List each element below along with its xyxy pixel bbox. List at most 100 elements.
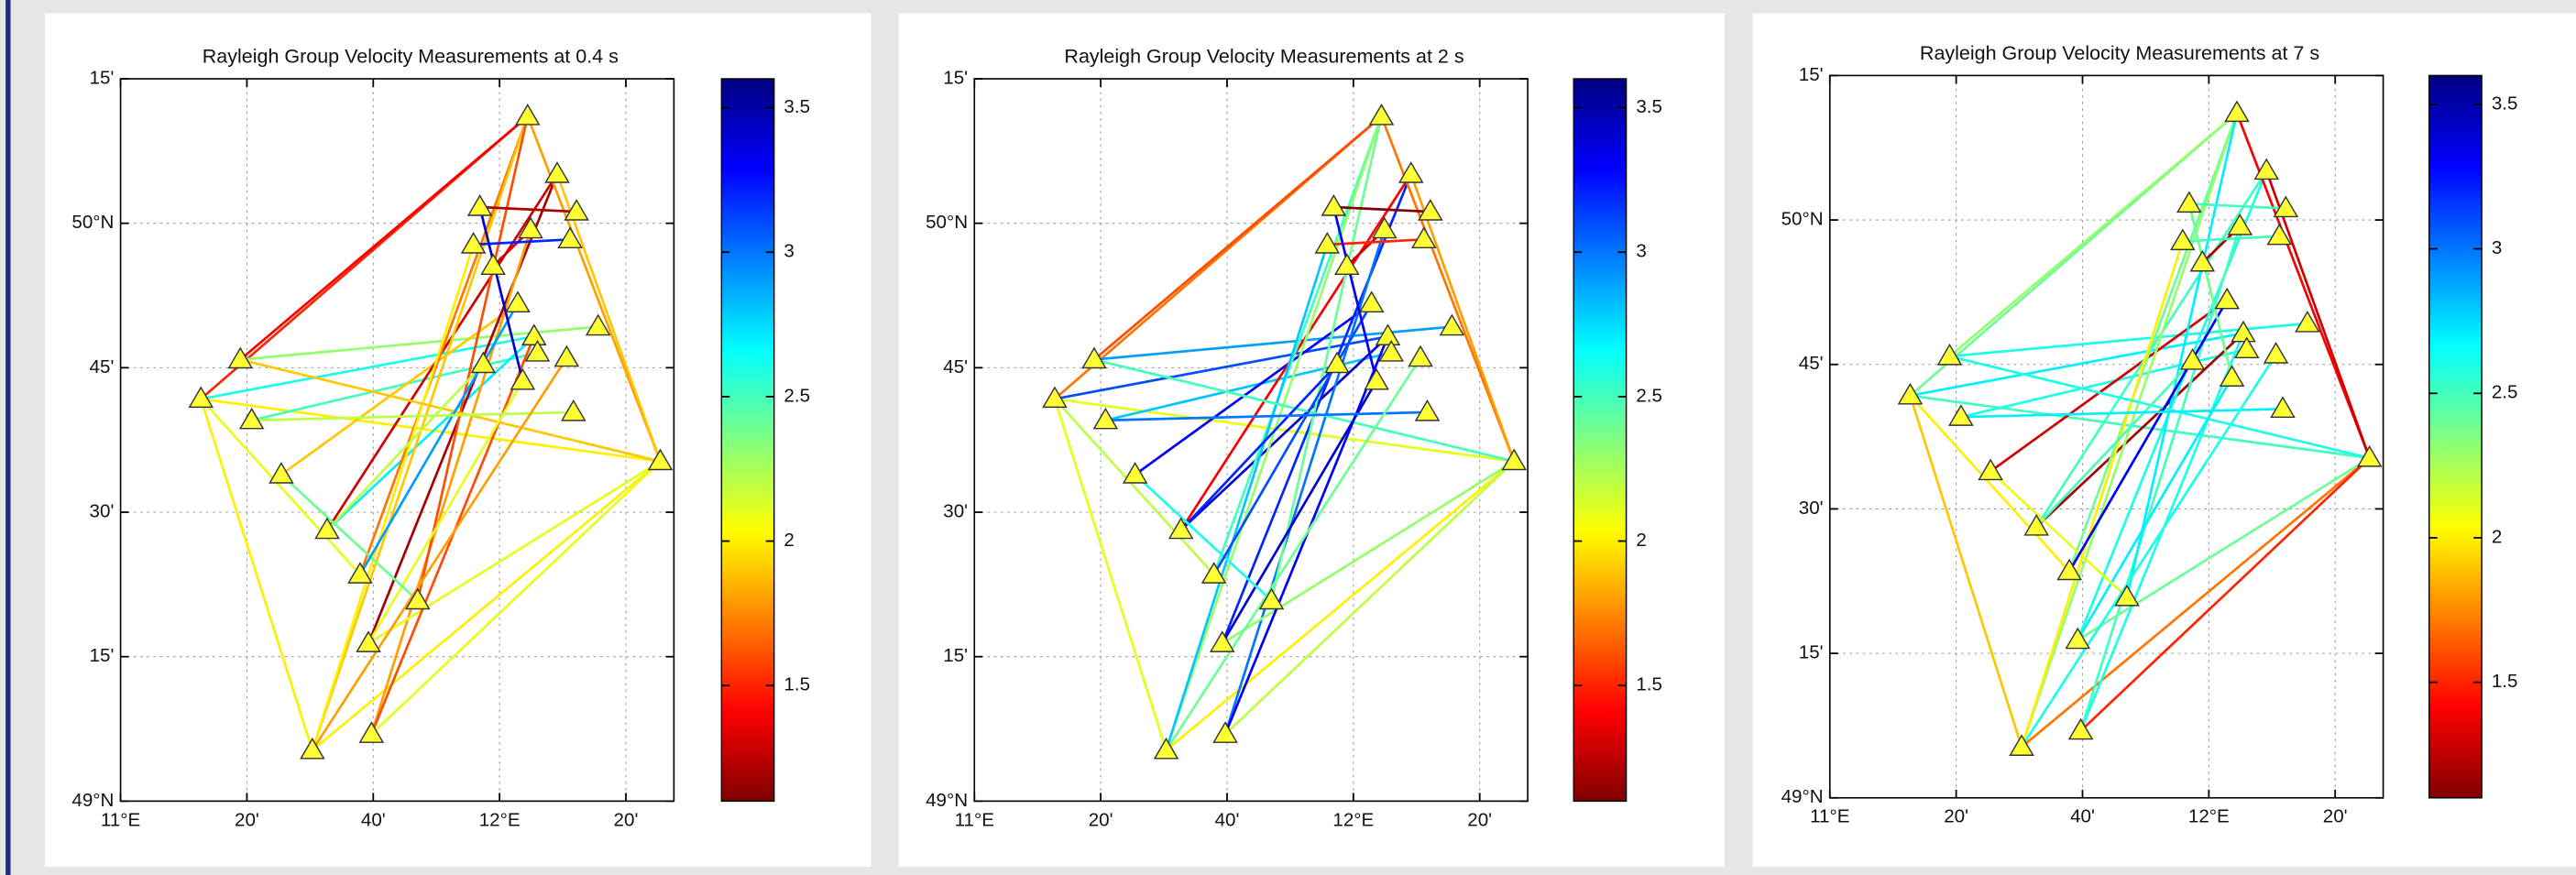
station [2231,320,2256,343]
station [2270,396,2296,419]
ray-path [1990,470,2128,598]
ray-path [370,460,662,736]
y-tick-label: 49°N [926,790,968,811]
map-panel: Rayleigh Group Velocity Measurements at … [45,13,871,868]
station [1371,216,1398,239]
colorbar [1573,78,1628,803]
station [2065,627,2091,650]
ray-path [2235,112,2371,459]
colorbar [720,78,775,803]
station [647,448,674,471]
ray-path [479,205,577,213]
station [2233,336,2260,359]
map-title: Rayleigh Group Velocity Measurements at … [203,45,619,67]
y-tick-label: 45' [943,356,968,377]
x-tick-label: 20' [1467,809,1492,830]
ray-path [1105,410,1428,422]
window-edge [5,0,11,875]
map-frame [119,78,675,803]
station [2114,584,2140,607]
station [510,367,536,390]
y-tick-label: 15' [90,67,115,88]
ray-path [311,356,568,751]
ray-path [1224,460,1516,736]
ray-path [367,460,662,645]
station [1408,345,1433,367]
station [1042,386,1068,409]
ray-path [1948,112,2238,357]
ray-path [1409,173,1516,462]
station [1378,339,1404,362]
station [1122,462,1148,484]
map-panel: Rayleigh Group Velocity Measurements at … [1752,13,2576,868]
ray-path [1332,206,1378,382]
ray-path [1165,460,1516,751]
x-tick-label: 12°E [479,809,521,830]
station [514,104,541,126]
station [524,339,551,362]
y-tick-label: 50°N [926,212,968,233]
x-tick-label: 11°E [1810,806,1849,827]
station [480,253,506,276]
ray-path [1165,115,1383,751]
station [2214,287,2240,310]
ray-path [1212,115,1383,575]
colorbar-label: 2 [1636,530,1646,551]
station [314,517,340,540]
ray-path [2079,456,2371,732]
ray-path [526,115,662,463]
map-frame [1828,74,2384,799]
ray-path [1134,474,1273,602]
x-tick-label: 12°E [2188,806,2230,827]
colorbar-label: 3.5 [784,96,810,117]
x-tick-label: 20' [1089,809,1113,830]
station [585,313,611,336]
y-tick-label: 15' [943,645,968,666]
ray-path [2187,203,2233,378]
ray-path [2035,360,2194,528]
ray-path [2264,170,2371,459]
x-tick-label: 20' [1944,806,1968,827]
ray-path [1223,229,1387,735]
ray-path [251,410,574,422]
ray-path [239,115,529,361]
y-tick-label: 45' [1799,353,1824,374]
y-tick-label: 15' [1799,642,1824,663]
station [1321,194,1347,216]
station [405,587,431,610]
station [2273,195,2299,218]
station [2266,223,2293,246]
colorbar-label: 2.5 [2492,382,2518,403]
ray-path [2020,354,2277,749]
station [1439,313,1465,336]
station [1398,161,1424,183]
y-tick-label: 50°N [1781,209,1824,230]
station [356,630,381,652]
y-tick-label: 15' [90,645,115,666]
map-panel: Rayleigh Group Velocity Measurements at … [898,13,1726,868]
station [1364,367,1389,390]
colorbar-label: 1.5 [1636,674,1662,695]
station [300,737,325,760]
ray-path [2188,202,2286,210]
ray-path [555,173,662,462]
ray-path [370,229,532,735]
ray-path [1053,399,1167,751]
ray-path [1054,398,1515,463]
y-tick-label: 49°N [1781,786,1824,807]
station [1358,290,1385,313]
station [1418,199,1443,221]
ray-path [478,206,524,382]
colorbar-label: 3 [784,241,794,262]
station [1410,226,1437,249]
ray-path [325,363,485,531]
colorbar-label: 1.5 [784,674,810,695]
ray-path [1910,394,2370,460]
colorbar-label: 2 [2492,526,2502,547]
station [2170,228,2196,251]
ray-path [1380,115,1516,463]
station [1501,448,1527,471]
ray-path [1910,332,2244,398]
ray-path [1221,380,1378,644]
